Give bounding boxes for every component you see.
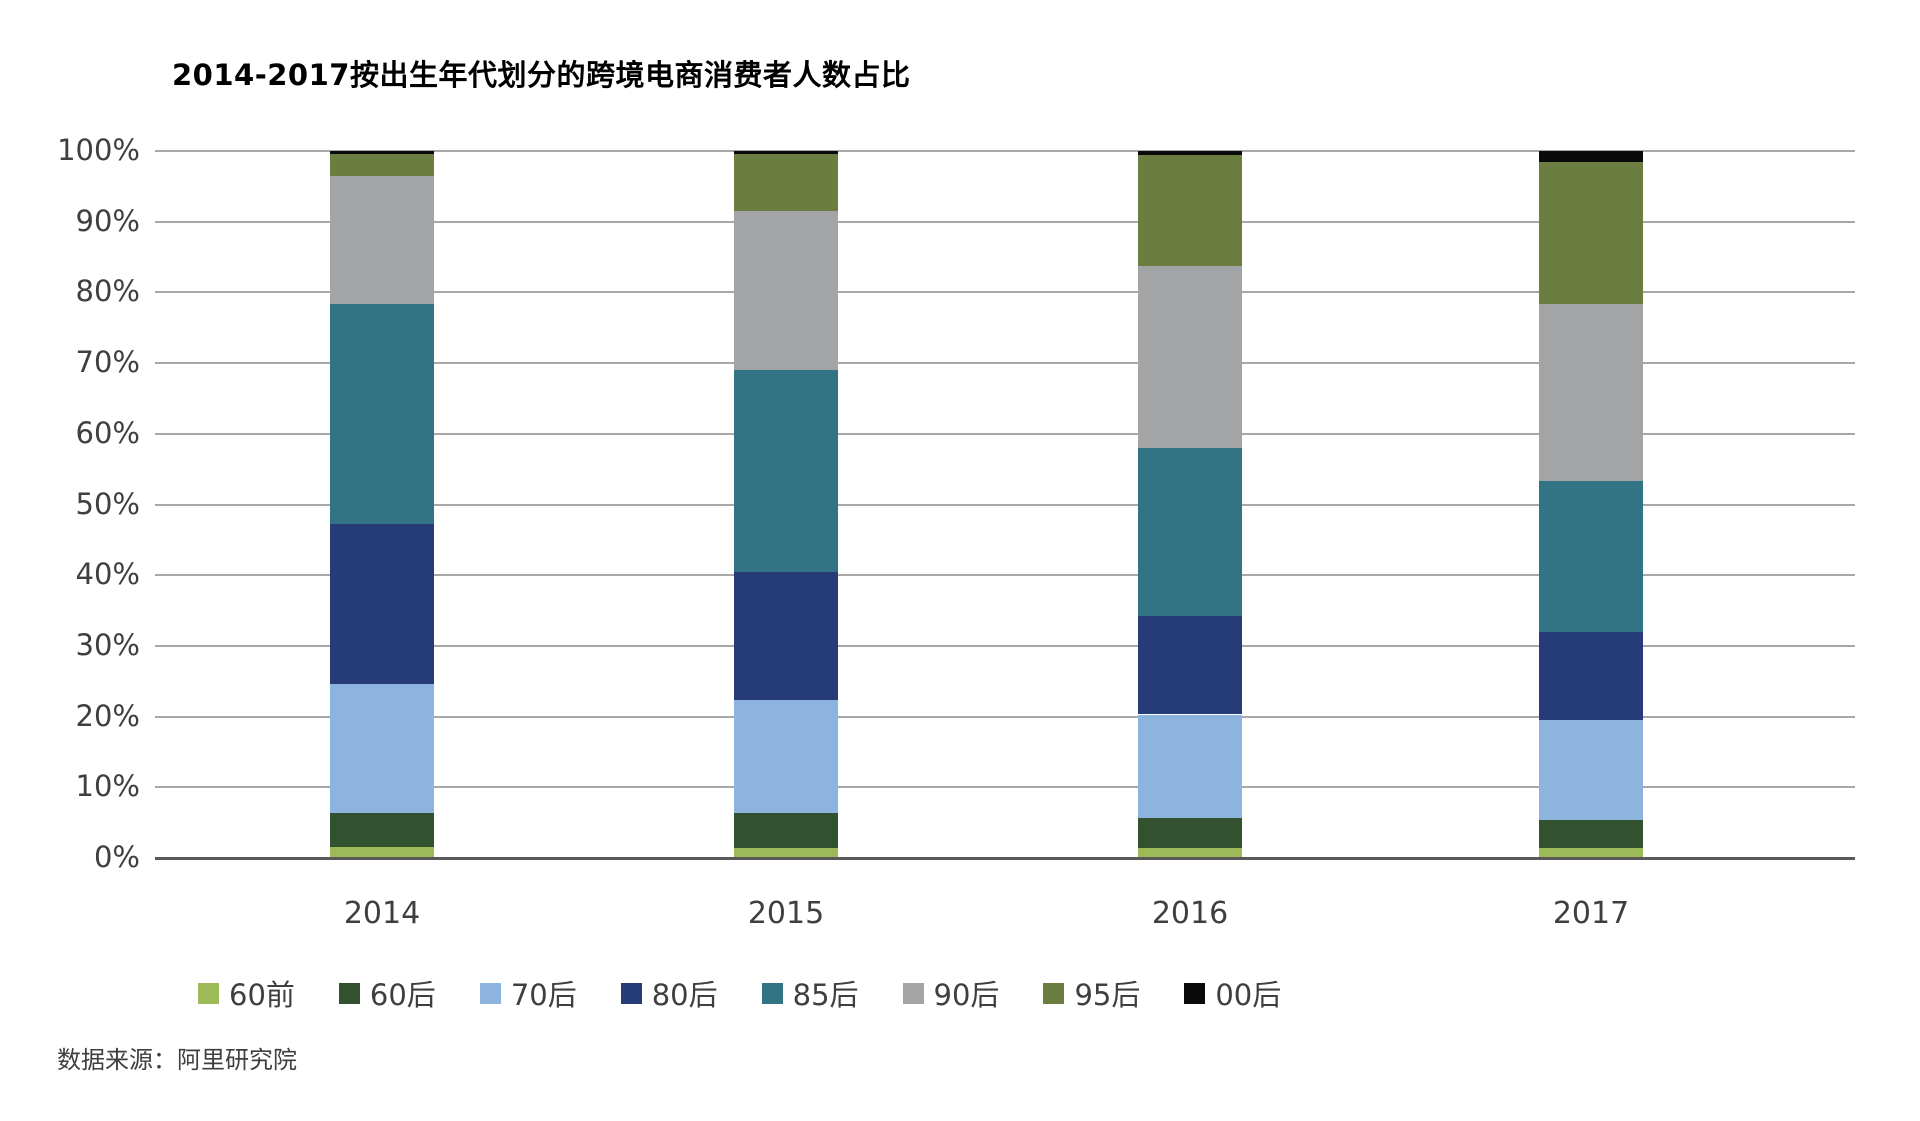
legend-swatch-60前 xyxy=(198,982,219,1004)
y-tick-label-30: 30% xyxy=(75,627,140,662)
legend-swatch-60后 xyxy=(338,982,360,1004)
y-tick-label-70: 70% xyxy=(75,345,140,380)
bar-segment-2015-80后 xyxy=(734,571,838,700)
bar-segment-2014-60前 xyxy=(330,847,434,858)
legend: 60前 60后 70后 80后 85后 90后 95后 00后 xyxy=(198,972,1281,1014)
bar-segment-2016-00后 xyxy=(1138,151,1242,155)
legend-label-70后: 70后 xyxy=(510,978,577,1012)
gridline-50 xyxy=(155,503,1855,506)
legend-swatch-85后 xyxy=(761,982,783,1004)
bar-segment-2015-90后 xyxy=(734,211,838,371)
bar-segment-2017-00后 xyxy=(1539,151,1643,162)
y-tick-label-10: 10% xyxy=(75,769,140,804)
legend-item-85后: 85后 xyxy=(761,972,859,1014)
bar-segment-2014-90后 xyxy=(330,176,434,305)
x-axis-line xyxy=(155,856,1855,860)
bar-segment-2014-00后 xyxy=(330,151,434,154)
legend-label-00后: 00后 xyxy=(1215,978,1282,1012)
bar-segment-2014-70后 xyxy=(330,684,434,813)
bar-segment-2016-90后 xyxy=(1138,265,1242,448)
bar-2016 xyxy=(1138,151,1242,858)
y-tick-label-100: 100% xyxy=(57,133,140,167)
gridline-60 xyxy=(155,432,1855,435)
bar-segment-2015-00后 xyxy=(734,151,838,154)
bar-segment-2016-60后 xyxy=(1138,818,1242,849)
bar-segment-2014-60后 xyxy=(330,812,434,848)
bar-segment-2016-60前 xyxy=(1138,848,1242,858)
legend-item-60后: 60后 xyxy=(338,972,436,1014)
legend-swatch-00后 xyxy=(1184,982,1206,1004)
legend-swatch-70后 xyxy=(479,982,501,1004)
x-tick-label-2017: 2017 xyxy=(1552,896,1630,931)
bar-segment-2017-80后 xyxy=(1539,631,1643,721)
legend-item-90后: 90后 xyxy=(902,972,1000,1014)
bar-segment-2015-95后 xyxy=(734,153,838,212)
bar-2015 xyxy=(734,151,838,858)
gridline-80 xyxy=(155,291,1855,294)
bar-segment-2017-70后 xyxy=(1539,720,1643,820)
gridline-20 xyxy=(155,715,1855,718)
bar-segment-2017-85后 xyxy=(1539,481,1643,632)
gridline-30 xyxy=(155,644,1855,647)
legend-swatch-95后 xyxy=(1043,982,1065,1004)
bar-segment-2015-70后 xyxy=(734,699,838,813)
legend-label-95后: 95后 xyxy=(1074,978,1141,1012)
gridline-10 xyxy=(155,786,1855,789)
bar-segment-2016-80后 xyxy=(1138,615,1242,715)
legend-label-80后: 80后 xyxy=(651,978,718,1012)
y-tick-label-50: 50% xyxy=(75,486,140,521)
chart-title: 2014-2017按出生年代划分的跨境电商消费者人数占比 xyxy=(172,58,911,92)
gridline-40 xyxy=(155,574,1855,577)
bar-segment-2014-95后 xyxy=(330,153,434,177)
bar-2014 xyxy=(330,151,434,858)
legend-label-60前: 60前 xyxy=(229,978,295,1012)
bar-2017 xyxy=(1539,151,1643,858)
plot-area: 0% 10% 20% 30% 40% 50% 60% 70% 80% 90% 100% 2014 20… xyxy=(57,136,1855,931)
legend-item-80后: 80后 xyxy=(620,972,718,1014)
legend-item-95后: 95后 xyxy=(1043,972,1140,1014)
bar-segment-2015-60后 xyxy=(734,812,838,849)
bar-segment-2015-85后 xyxy=(734,370,838,572)
y-tick-label-90: 90% xyxy=(75,203,140,238)
bar-segment-2014-85后 xyxy=(330,304,434,525)
bar-segment-2017-90后 xyxy=(1539,304,1643,482)
legend-swatch-80后 xyxy=(620,982,642,1004)
legend-item-60前: 60前 xyxy=(198,972,295,1014)
source-note: 数据来源：阿里研究院 xyxy=(57,1046,297,1074)
x-tick-label-2016: 2016 xyxy=(1151,896,1229,931)
y-tick-label-80: 80% xyxy=(75,274,140,309)
legend-label-60后: 60后 xyxy=(369,978,436,1012)
x-tick-label-2015: 2015 xyxy=(747,896,825,931)
bar-segment-2016-95后 xyxy=(1138,154,1242,266)
bar-segment-2016-85后 xyxy=(1138,447,1242,616)
y-tick-label-0: 0% xyxy=(93,840,140,874)
gridline-100 xyxy=(155,150,1855,152)
y-tick-label-20: 20% xyxy=(75,698,140,733)
y-tick-label-40: 40% xyxy=(75,557,140,592)
gridline-90 xyxy=(155,220,1855,223)
gridline-70 xyxy=(155,362,1855,365)
bar-segment-2017-60前 xyxy=(1539,848,1643,858)
legend-item-00后: 00后 xyxy=(1184,972,1281,1014)
x-tick-label-2014: 2014 xyxy=(343,896,421,931)
legend-swatch-90后 xyxy=(902,982,924,1004)
legend-label-90后: 90后 xyxy=(933,978,1000,1012)
legend-label-85后: 85后 xyxy=(792,978,859,1012)
bar-segment-2017-60后 xyxy=(1539,819,1643,849)
bar-segment-2014-80后 xyxy=(330,524,434,685)
bar-segment-2016-70后 xyxy=(1138,714,1242,819)
bar-segment-2017-95后 xyxy=(1539,161,1643,305)
y-tick-label-60: 60% xyxy=(75,415,140,450)
bar-segment-2015-60前 xyxy=(734,848,838,858)
legend-item-70后: 70后 xyxy=(479,972,577,1014)
